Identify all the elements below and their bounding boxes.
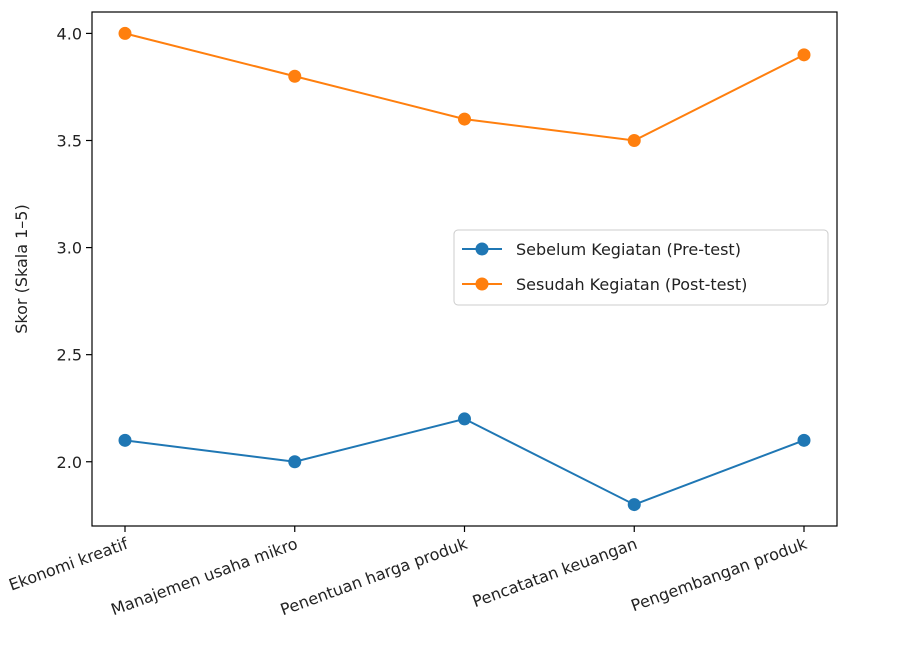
data-point <box>118 26 132 40</box>
data-point <box>797 48 811 62</box>
x-tick-label: Manajemen usaha mikro <box>108 534 300 619</box>
data-point <box>458 112 471 126</box>
legend-box <box>453 229 829 306</box>
series-line <box>124 417 805 506</box>
series-0 <box>118 412 811 512</box>
y-axis: 2.0 2.5 3.0 3.5 4.0 <box>57 24 92 472</box>
data-point <box>797 433 811 447</box>
x-tick-label: Ekonomi kreatif <box>6 534 130 595</box>
legend-marker <box>475 277 489 291</box>
data-point <box>458 412 471 426</box>
y-tick-label: 3.0 <box>57 239 82 258</box>
x-tick-label: Pengembangan produk <box>628 534 810 616</box>
legend-label: Sebelum Kegiatan (Pre-test) <box>516 240 741 259</box>
data-point <box>627 498 641 512</box>
x-tick-label: Pencatatan keuangan <box>470 534 640 611</box>
y-tick-label: 2.5 <box>57 346 82 365</box>
data-point <box>627 134 641 147</box>
legend-marker <box>475 242 489 256</box>
legend-label: Sesudah Kegiatan (Post-test) <box>516 275 747 294</box>
series-layer <box>118 26 811 512</box>
legend: Sebelum Kegiatan (Pre-test) Sesudah Kegia… <box>453 229 829 306</box>
y-tick-label: 2.0 <box>57 453 82 472</box>
y-tick-label: 4.0 <box>57 24 82 43</box>
data-point <box>118 433 132 447</box>
y-tick-label: 3.5 <box>57 132 82 151</box>
y-axis-label: Skor (Skala 1–5) <box>12 204 31 333</box>
x-tick-label: Penentuan harga produk <box>278 534 471 620</box>
series-1 <box>118 26 811 147</box>
data-point <box>288 69 302 83</box>
data-point <box>288 455 302 469</box>
